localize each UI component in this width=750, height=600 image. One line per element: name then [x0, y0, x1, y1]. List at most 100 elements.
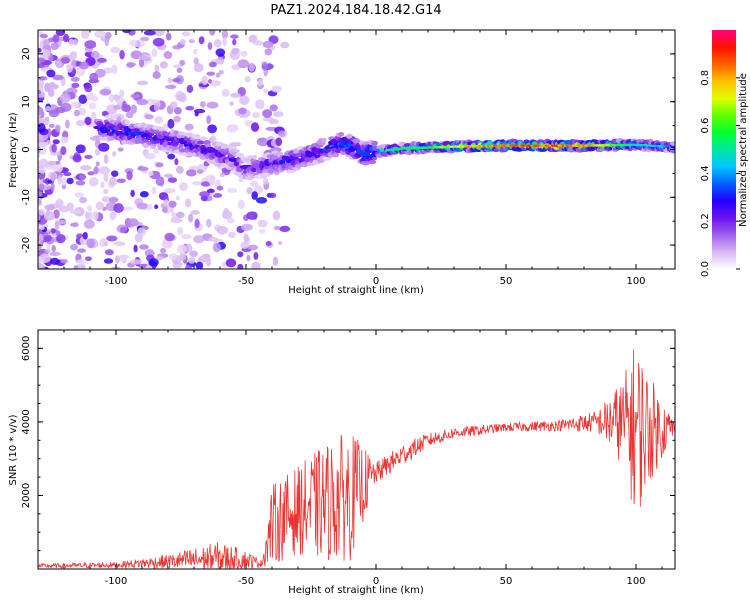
spectrogram-noise-blob — [248, 62, 255, 72]
spectrogram-noise-blob — [193, 57, 199, 65]
spectrogram-noise-blob — [206, 71, 216, 76]
spectrogram-noise-blob — [111, 64, 118, 75]
spectrogram-noise-blob — [193, 235, 205, 244]
spectrogram-noise-blob — [153, 30, 165, 37]
spectrogram-y-tick-label: 0 — [21, 146, 32, 152]
spectrogram-noise-blob — [174, 158, 179, 166]
spectrogram-noise-blob — [151, 186, 157, 195]
spectrogram-noise-blob — [220, 172, 225, 177]
spectrogram-noise-blob — [244, 120, 254, 127]
spectrogram-noise-blob — [50, 172, 56, 182]
spectrogram-noise-blob — [201, 75, 208, 86]
spectrogram-noise-blob — [209, 30, 216, 36]
spectrogram-noise-blob — [71, 82, 80, 89]
spectrogram-noise-blob — [230, 92, 241, 98]
spectrogram-noise-blob — [250, 122, 260, 132]
spectrogram-noise-blob — [257, 137, 265, 143]
spectrogram-noise-blob — [280, 41, 290, 49]
spectrogram-noise-blob — [277, 240, 283, 245]
spectrogram-noise-blob — [178, 92, 187, 103]
spectrogram-noise-blob — [154, 204, 159, 210]
snr-y-ticks: 2000 4000 6000 — [21, 329, 675, 570]
spectrogram-noise-blob — [57, 175, 63, 185]
spectrogram-noise-blob — [38, 183, 45, 191]
spectrogram-noise-blob — [255, 197, 268, 204]
spectrogram-noise-blob — [261, 61, 268, 71]
spectrogram-noise-blob — [50, 182, 55, 192]
spectrogram-noise-blob — [77, 248, 86, 253]
spectrogram-ridge-blob — [670, 141, 675, 147]
spectrogram-y-tick-label: 10 — [21, 95, 32, 108]
spectrogram-noise-blob — [240, 223, 253, 232]
spectrogram-noise-blob — [206, 101, 219, 109]
spectrogram-noise-blob — [117, 147, 124, 152]
spectrogram-noise-blob — [84, 40, 97, 49]
spectrogram-ridge-blob — [154, 128, 160, 133]
colorbar-tick-label: 0.4 — [700, 165, 711, 181]
spectrogram-ridge-blob — [278, 159, 286, 165]
spectrogram-noise-blob — [161, 207, 168, 213]
spectrogram-noise-blob — [164, 232, 175, 242]
spectrogram-noise-blob — [64, 119, 70, 129]
colorbar: 0.0 0.2 0.4 0.6 0.8 Normalized spectral ampl… — [700, 30, 749, 277]
spectrogram-noise-blob — [42, 49, 51, 59]
spectrogram-noise-blob — [156, 255, 164, 261]
spectrogram-noise-blob — [113, 241, 126, 247]
spectrogram-noise-blob — [271, 85, 282, 93]
spectrogram-noise-blob — [70, 243, 79, 251]
spectrogram-noise-blob — [192, 181, 204, 186]
spectrogram-noise-blob — [113, 203, 124, 213]
spectrogram-noise-blob — [186, 169, 197, 177]
spectrogram-noise-blob — [229, 101, 234, 106]
spectrogram-ridge-blob — [346, 133, 353, 139]
spectrogram-noise-blob — [168, 200, 177, 208]
spectrogram-noise-blob — [52, 34, 60, 43]
spectrogram-x-label: Height of straight line (km) — [288, 285, 424, 296]
spectrogram-noise-blob — [154, 64, 160, 73]
spectrogram-noise-blob — [69, 222, 79, 227]
spectrogram-noise-blob — [188, 39, 196, 44]
colorbar-bar — [712, 30, 736, 269]
spectrogram-noise-blob — [194, 218, 200, 229]
spectrogram-noise-blob — [164, 188, 176, 194]
spectrogram-noise-blob — [144, 114, 154, 120]
spectrogram-noise-blob — [232, 38, 237, 46]
spectrogram-noise-blob — [75, 259, 87, 265]
spectrogram-noise-blob — [136, 80, 148, 86]
spectrogram-ridge-blob — [124, 119, 130, 125]
spectrogram-ridge-blob — [371, 140, 379, 146]
spectrogram-x-ticks: -100 -50 0 50 100 — [37, 30, 663, 287]
spectrogram-noise-blob — [44, 204, 56, 211]
spectrogram-noise-blob — [163, 51, 173, 59]
spectrogram-noise-blob — [268, 192, 277, 198]
spectrogram-ridge-blob — [275, 152, 284, 156]
spectrogram-noise-blob — [263, 88, 268, 93]
spectrogram-x-tick-label: 100 — [626, 276, 645, 287]
spectrogram-noise-blob — [75, 119, 86, 127]
spectrogram-noise-blob — [126, 62, 135, 68]
spectrogram-noise-blob — [175, 195, 180, 201]
spectrogram-noise-blob — [130, 93, 140, 99]
spectrogram-noise-blob — [115, 255, 120, 264]
spectrogram-noise-blob — [55, 198, 64, 209]
spectrogram-noise-blob — [209, 80, 222, 87]
spectrogram-noise-blob — [60, 146, 67, 156]
spectrogram-noise-blob — [139, 191, 149, 198]
spectrogram-noise-blob — [38, 63, 45, 69]
spectrogram-noise-blob — [94, 30, 106, 38]
spectrogram-noise-blob — [216, 225, 228, 235]
spectrogram-ridge-blob — [361, 160, 371, 166]
spectrogram-noise-blob — [160, 247, 167, 254]
spectrogram-noise-blob — [176, 67, 183, 74]
spectrogram-noise-blob — [209, 135, 217, 144]
spectrogram-noise-blob — [223, 207, 229, 214]
spectrogram-noise-blob — [39, 33, 48, 39]
spectrogram-noise-blob — [208, 61, 217, 68]
spectrogram-noise-blob — [243, 233, 249, 243]
colorbar-label: Normalized spectral amplitude — [738, 73, 749, 227]
spectrogram-noise-blob — [251, 191, 258, 200]
spectrogram-noise-blob — [109, 176, 117, 186]
spectrogram-noise-blob — [44, 234, 52, 242]
spectrogram-noise-blob — [84, 83, 93, 93]
